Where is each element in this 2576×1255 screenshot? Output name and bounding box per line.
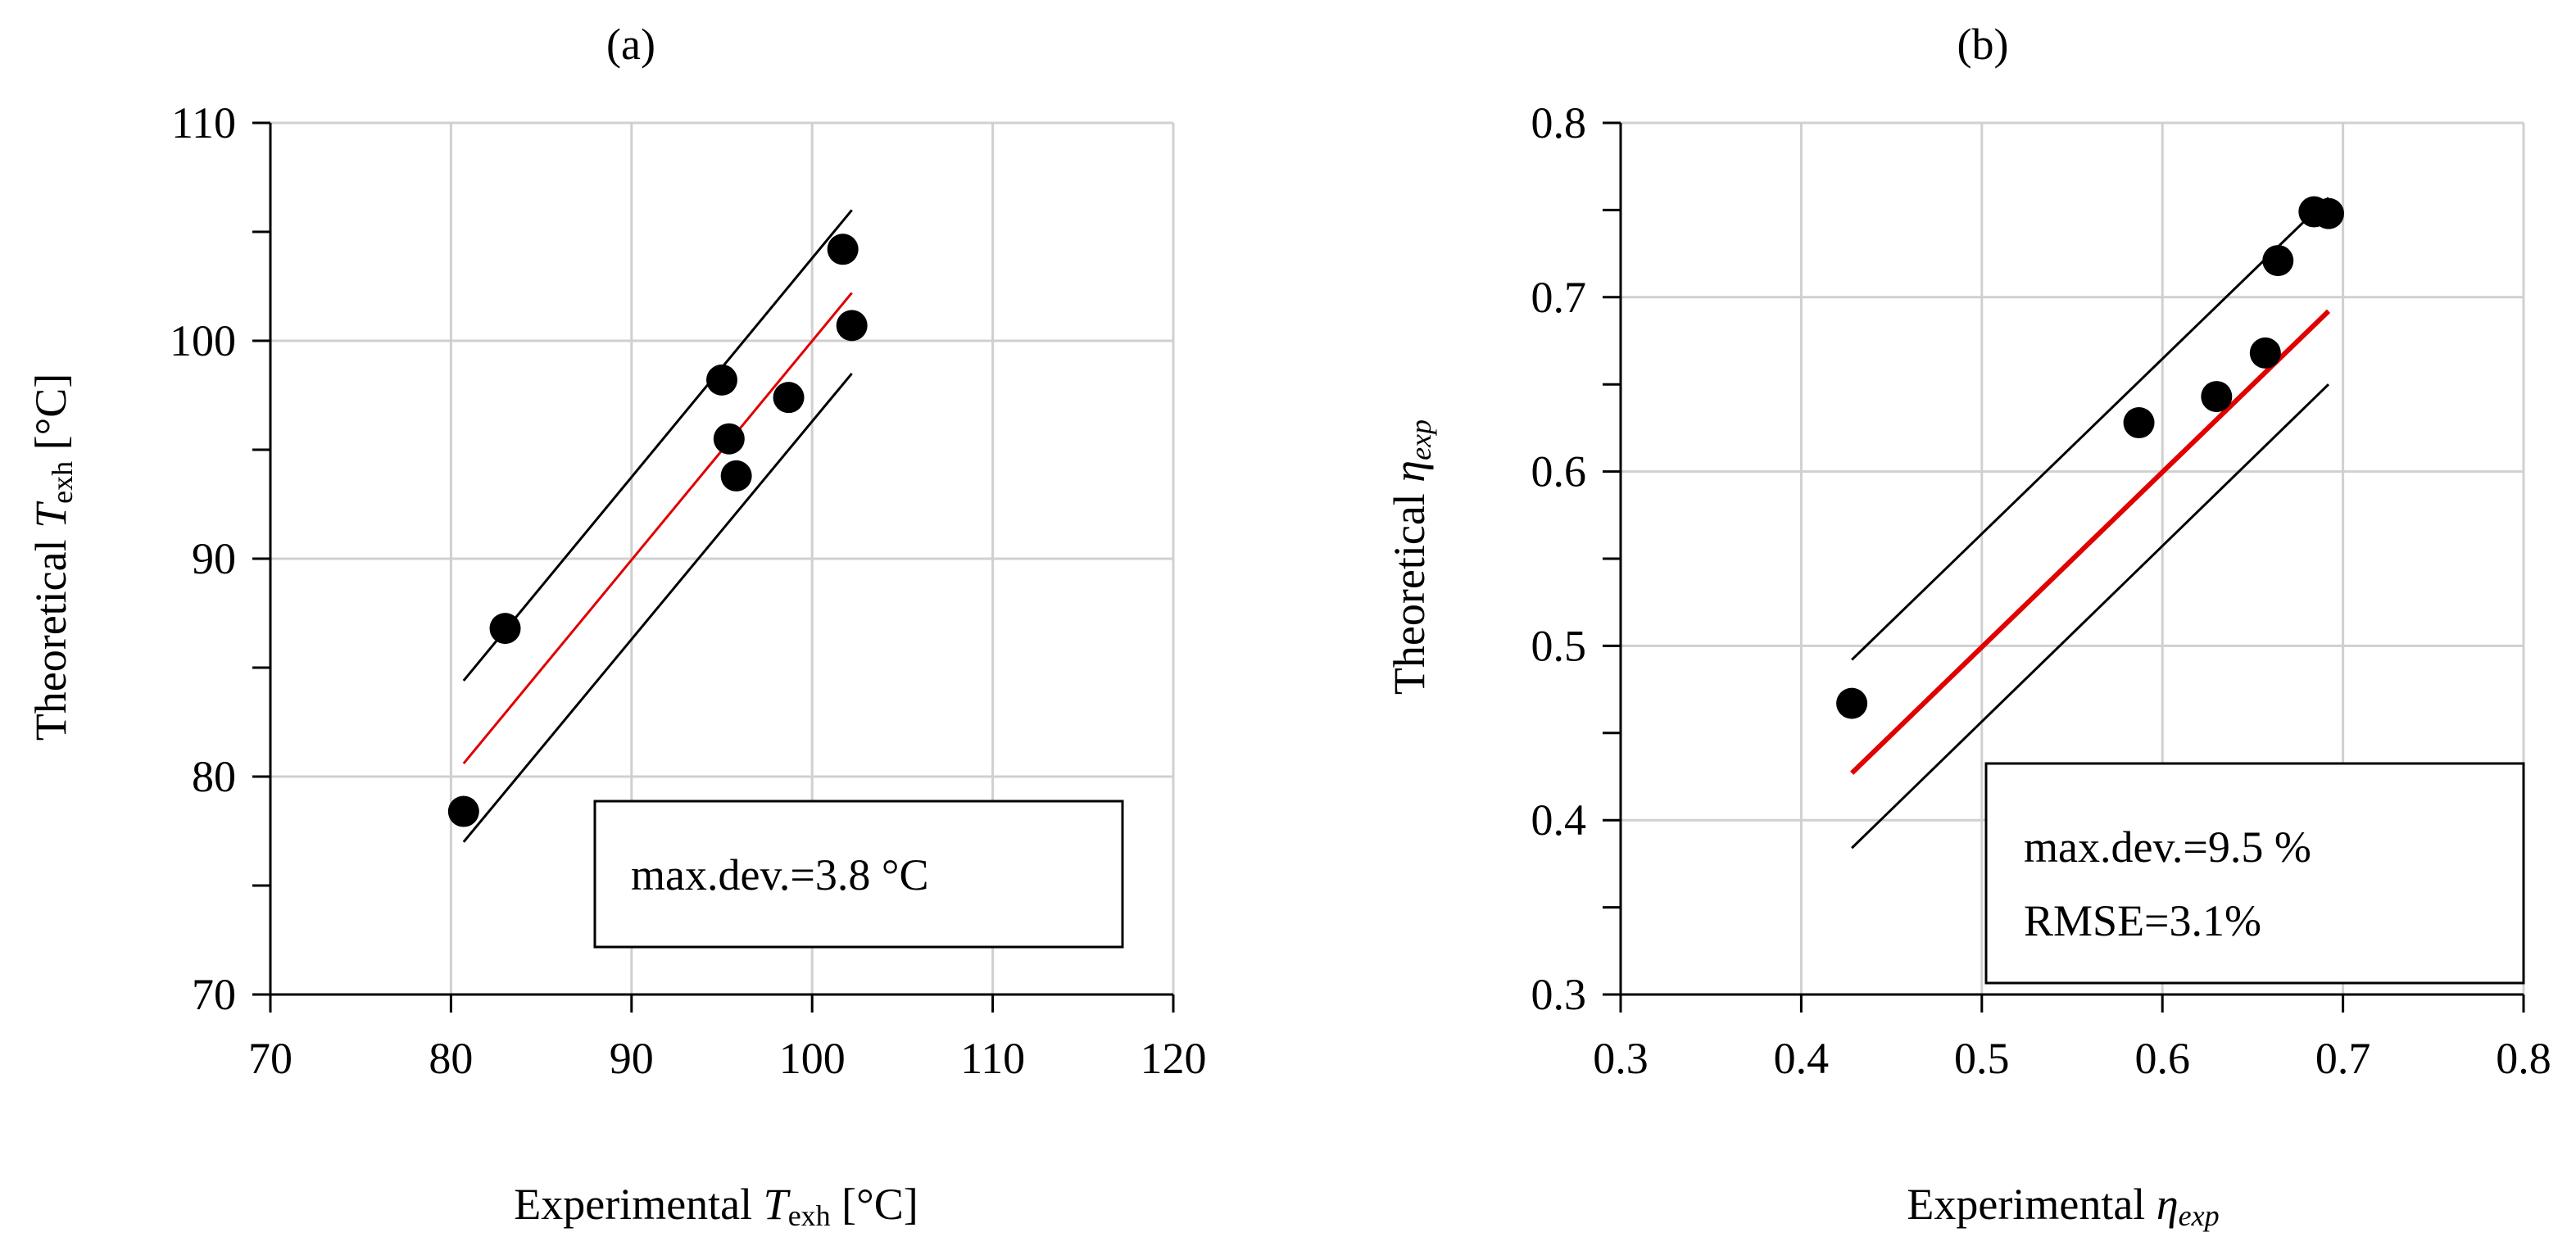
chart-b-x-tick-label: 0.8: [2496, 1034, 2551, 1083]
chart-b-xlabel-sub: exp: [2179, 1199, 2220, 1232]
chart-b-x-tick-label: 0.4: [1774, 1034, 1830, 1083]
chart-b-point: [2201, 381, 2233, 413]
chart-b-y-tick-label: 0.3: [1531, 970, 1587, 1019]
chart-b-annotation-line-2: RMSE=3.1%: [2024, 896, 2261, 945]
chart-b: 0.3 0.4 0.5 0.6 0.7 0.8 0.3 0.4 0.5 0.6 0.7 0.8 (b)…: [1385, 20, 2551, 1232]
chart-b-xlabel: Experimental ηexp: [1907, 1180, 2219, 1232]
chart-b-x-tick-label: 0.6: [2134, 1034, 2190, 1083]
chart-a-ylabel-pre: Theoretical: [26, 528, 75, 741]
chart-b-point: [2123, 407, 2155, 439]
chart-a-point: [489, 613, 521, 645]
chart-a-y-tick-label: 70: [192, 970, 236, 1019]
chart-a-point: [773, 382, 805, 414]
chart-a-xlabel-post: [°C]: [831, 1180, 918, 1229]
chart-b-point: [2262, 245, 2294, 277]
chart-a-y-tick-label: 90: [192, 534, 236, 583]
chart-a-line-fit: [462, 292, 853, 764]
chart-a-x-tick-label: 110: [960, 1034, 1025, 1083]
chart-a-annotation-box: max.dev.=3.8 °C: [593, 800, 1124, 949]
chart-b-line-fit: [1850, 309, 2331, 775]
chart-a-points: [447, 233, 868, 827]
chart-b-y-tick-label: 0.5: [1531, 621, 1587, 670]
chart-a-x-tick-label: 90: [610, 1034, 654, 1083]
chart-b-annotation-line-1: max.dev.=9.5 %: [2024, 822, 2311, 872]
chart-b-x-tick-label: 0.5: [1954, 1034, 2010, 1083]
chart-a-xlabel-sub: exh: [788, 1199, 831, 1232]
chart-a-point: [827, 233, 859, 265]
chart-a-ylabel-post: [°C]: [26, 374, 75, 461]
chart-b-y-tick-label: 0.4: [1531, 795, 1587, 845]
chart-b-x-tick-label: 0.3: [1593, 1034, 1649, 1083]
chart-a-xlabel-var: T: [764, 1180, 791, 1229]
chart-b-point: [2312, 197, 2344, 229]
chart-a-x-tick-label: 120: [1141, 1034, 1207, 1083]
chart-a-xlabel: Experimental Texh [°C]: [514, 1180, 918, 1232]
chart-b-point: [2249, 337, 2281, 369]
chart-b-xlabel-pre: Experimental: [1907, 1180, 2156, 1229]
chart-b-line-lower-bound: [1851, 383, 2330, 850]
chart-a-ylabel-sub: exh: [46, 461, 79, 504]
chart-b-xlabel-var: η: [2156, 1180, 2179, 1229]
chart-b-ylabel: Theoretical ηexp: [1385, 419, 1437, 695]
chart-a-point: [836, 310, 868, 342]
chart-b-ticks: 0.3 0.4 0.5 0.6 0.7 0.8 0.3 0.4 0.5 0.6 0.7 0.8: [1531, 98, 2551, 1083]
chart-b-ylabel-pre: Theoretical: [1385, 483, 1434, 695]
chart-b-ylabel-var: η: [1385, 460, 1434, 483]
chart-a-x-tick-label: 70: [248, 1034, 293, 1083]
chart-a-annotation-text: max.dev.=3.8 °C: [631, 850, 929, 899]
chart-b-y-tick-label: 0.8: [1531, 98, 1587, 147]
chart-b-lines: [1850, 197, 2331, 850]
chart-a-lines: [462, 209, 853, 843]
chart-b-ylabel-sub: exp: [1404, 419, 1437, 460]
chart-b-y-tick-label: 0.6: [1531, 447, 1587, 496]
chart-a-panel-label: (a): [606, 20, 655, 69]
chart-b-annotation-box: max.dev.=9.5 % RMSE=3.1%: [1984, 762, 2525, 985]
chart-b-y-tick-label: 0.7: [1531, 273, 1587, 322]
chart-b-points: [1836, 196, 2344, 719]
chart-a-ylabel-var: T: [26, 501, 75, 528]
chart-a-line-upper-bound: [462, 209, 853, 682]
chart-b-panel-label: (b): [1957, 20, 2009, 69]
chart-a-y-tick-label: 110: [171, 98, 236, 147]
chart-a-point: [720, 460, 752, 492]
chart-b-x-tick-label: 0.7: [2315, 1034, 2371, 1083]
chart-a-line-lower-bound: [462, 372, 853, 843]
chart-a-x-tick-label: 80: [429, 1034, 473, 1083]
chart-b-line-upper-bound: [1851, 197, 2330, 661]
chart-a-xlabel-pre: Experimental: [514, 1180, 763, 1229]
chart-a-y-tick-label: 100: [170, 316, 236, 365]
chart-a-point: [713, 423, 745, 455]
chart-a-y-tick-label: 80: [192, 752, 236, 801]
chart-a-x-tick-label: 100: [779, 1034, 846, 1083]
chart-a: 70 80 90 100 110 70 80 90 100 110 120 (a) Experime…: [26, 20, 1207, 1232]
chart-a-ticks: 70 80 90 100 110 70 80 90 100 110 120: [170, 98, 1207, 1083]
chart-a-point: [706, 364, 737, 396]
chart-a-ylabel: Theoretical Texh [°C]: [26, 374, 79, 741]
chart-b-point: [1836, 687, 1868, 719]
chart-a-point: [447, 795, 479, 827]
